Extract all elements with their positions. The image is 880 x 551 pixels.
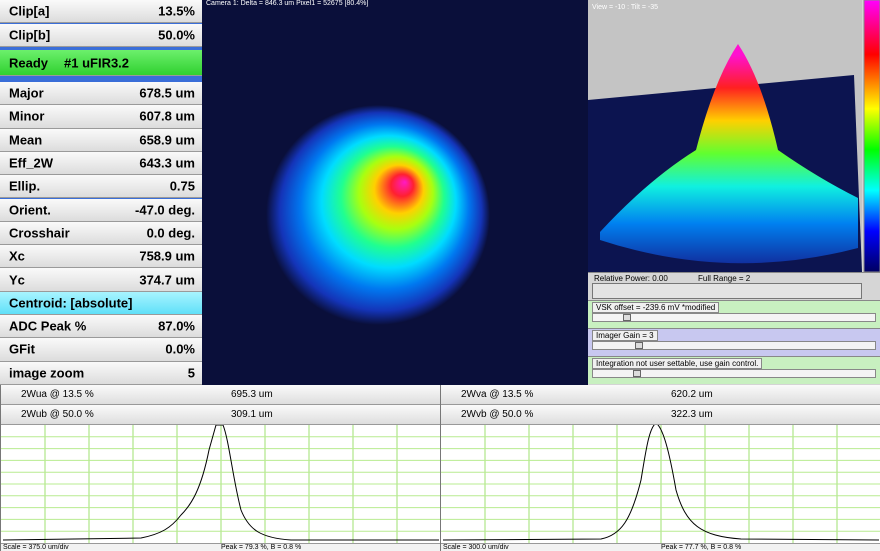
readout-value: 643.3 um [139,155,195,171]
profile-curve [442,425,880,541]
view-caption: View = -10 : Tilt = -35 [592,4,658,11]
profile-value: 309.1 um [231,409,273,420]
profile-row: 2Wub @ 50.0 % 309.1 um [1,405,441,425]
readout-label: Clip[a] [9,3,50,19]
readout-value: 0.0% [165,341,195,357]
readout-label: Yc [9,272,25,288]
status-state: Ready [9,55,49,70]
slider-thumb[interactable] [635,342,643,349]
readout-value: 678.5 um [139,85,195,101]
view-3d: View = -10 : Tilt = -35 [588,0,880,272]
readout-value: 0.75 [169,178,195,194]
scale-label: Scale = 300.0 um/div [443,544,509,551]
readout-row: Yc 374.7 um [0,268,202,292]
readout-label: GFit [9,341,35,357]
profile-label: 2Wua @ 13.5 % [21,389,94,400]
relative-power: Relative Power: 0.00 [594,274,668,283]
readout-label: Major [9,85,44,101]
profile-row: 2Wva @ 13.5 % 620.2 um [441,385,880,405]
control-label: VSK offset = -239.6 mV *modified [592,302,720,313]
profile-value: 695.3 um [231,389,273,400]
readout-label: Minor [9,108,45,124]
readout-label: Xc [9,248,25,264]
readout-row: GFit 0.0% [0,338,202,362]
profile-row: 2Wvb @ 50.0 % 322.3 um [441,405,880,425]
readout-row: Ellip. 0.75 [0,175,202,199]
power-bar [592,283,862,299]
readout-row: Major 678.5 um [0,82,202,106]
readout-row: Clip[a] 13.5% [0,0,202,23]
profile-label: 2Wub @ 50.0 % [21,409,94,420]
readout-value: 5 [187,365,195,381]
camera-caption: Camera 1: Delta = 846.3 um Pixel1 = 5267… [206,0,368,7]
readout-label: image zoom [9,365,85,381]
readout-value: 758.9 um [139,248,195,264]
beam-spot [266,105,490,325]
readout-row: Xc 758.9 um [0,245,202,269]
power-panel: Relative Power: 0.00 Full Range = 2 [588,272,880,300]
readout-row: Orient. -47.0 deg. [0,198,202,222]
centroid-mode: Centroid: [absolute] [9,295,133,311]
readout-label: Eff_2W [9,155,54,171]
slider-track[interactable] [592,369,876,378]
profile-value: 620.2 um [671,389,713,400]
readout-row: image zoom 5 [0,361,202,385]
profile-panel: 2Wua @ 13.5 % 695.3 um 2Wub @ 50.0 % 309.1 … [0,385,441,551]
peak-label: Peak = 77.7 %, B = 0.8 % [661,544,742,551]
readout-label: Crosshair [9,225,70,241]
readout-value: -47.0 deg. [135,202,195,218]
slider-track[interactable] [592,341,876,350]
readout-label: Ellip. [9,178,41,194]
status-device: #1 uFIR3.2 [64,55,130,70]
readout-value: 374.7 um [139,272,195,288]
color-bar [863,0,880,272]
profile-panel: 2Wva @ 13.5 % 620.2 um 2Wvb @ 50.0 % 322.3 … [440,385,880,551]
readout-row: Mean 658.9 um [0,128,202,152]
profile-value: 322.3 um [671,409,713,420]
left-panel: Clip[a] 13.5% Clip[b] 50.0% Ready #1 uFIR3.2 M… [0,0,202,385]
readout-row: ADC Peak % 87.0% [0,315,202,339]
readout-label: ADC Peak % [9,318,87,334]
beam-surface [600,44,858,264]
profile-plot [441,425,880,543]
readout-label: Clip[b] [9,27,51,43]
readout-row: Clip[b] 50.0% [0,24,202,47]
profile-row: 2Wua @ 13.5 % 695.3 um [1,385,441,405]
profile-footer: Scale = 375.0 um/div Peak = 79.3 %, B = 0… [1,543,441,551]
readout-label: Mean [9,132,43,148]
camera-view: Camera 1: Delta = 846.3 um Pixel1 = 5267… [202,0,588,385]
control-label: Integration not user settable, use gain … [592,358,763,369]
profile-label: 2Wvb @ 50.0 % [461,409,534,420]
slider-track[interactable] [592,313,876,322]
readout-row: Eff_2W 643.3 um [0,151,202,176]
readout-value: 0.0 deg. [146,225,195,241]
scale-label: Scale = 375.0 um/div [3,544,69,551]
control-panel: Imager Gain = 3 [588,328,880,356]
readout-row: Crosshair 0.0 deg. [0,221,202,246]
readout-label: Orient. [9,202,51,218]
readout-row: Ready #1 uFIR3.2 [0,50,202,76]
readout-row: Centroid: [absolute] [0,291,202,315]
profile-label: 2Wva @ 13.5 % [461,389,534,400]
slider-thumb[interactable] [633,370,641,377]
readout-value: 13.5% [158,3,195,19]
readout-row: Minor 607.8 um [0,105,202,129]
profile-curve [2,425,439,541]
profile-plot [1,425,441,543]
control-panel: Integration not user settable, use gain … [588,356,880,384]
control-label: Imager Gain = 3 [592,330,658,341]
slider-thumb[interactable] [623,314,631,321]
peak-label: Peak = 79.3 %, B = 0.8 % [221,544,302,551]
profile-footer: Scale = 300.0 um/div Peak = 77.7 %, B = 0… [441,543,880,551]
readout-value: 607.8 um [139,108,195,124]
full-range: Full Range = 2 [698,274,751,283]
readout-value: 50.0% [158,27,195,43]
readout-value: 658.9 um [139,132,195,148]
readout-value: 87.0% [158,318,195,334]
control-panel: VSK offset = -239.6 mV *modified [588,300,880,328]
